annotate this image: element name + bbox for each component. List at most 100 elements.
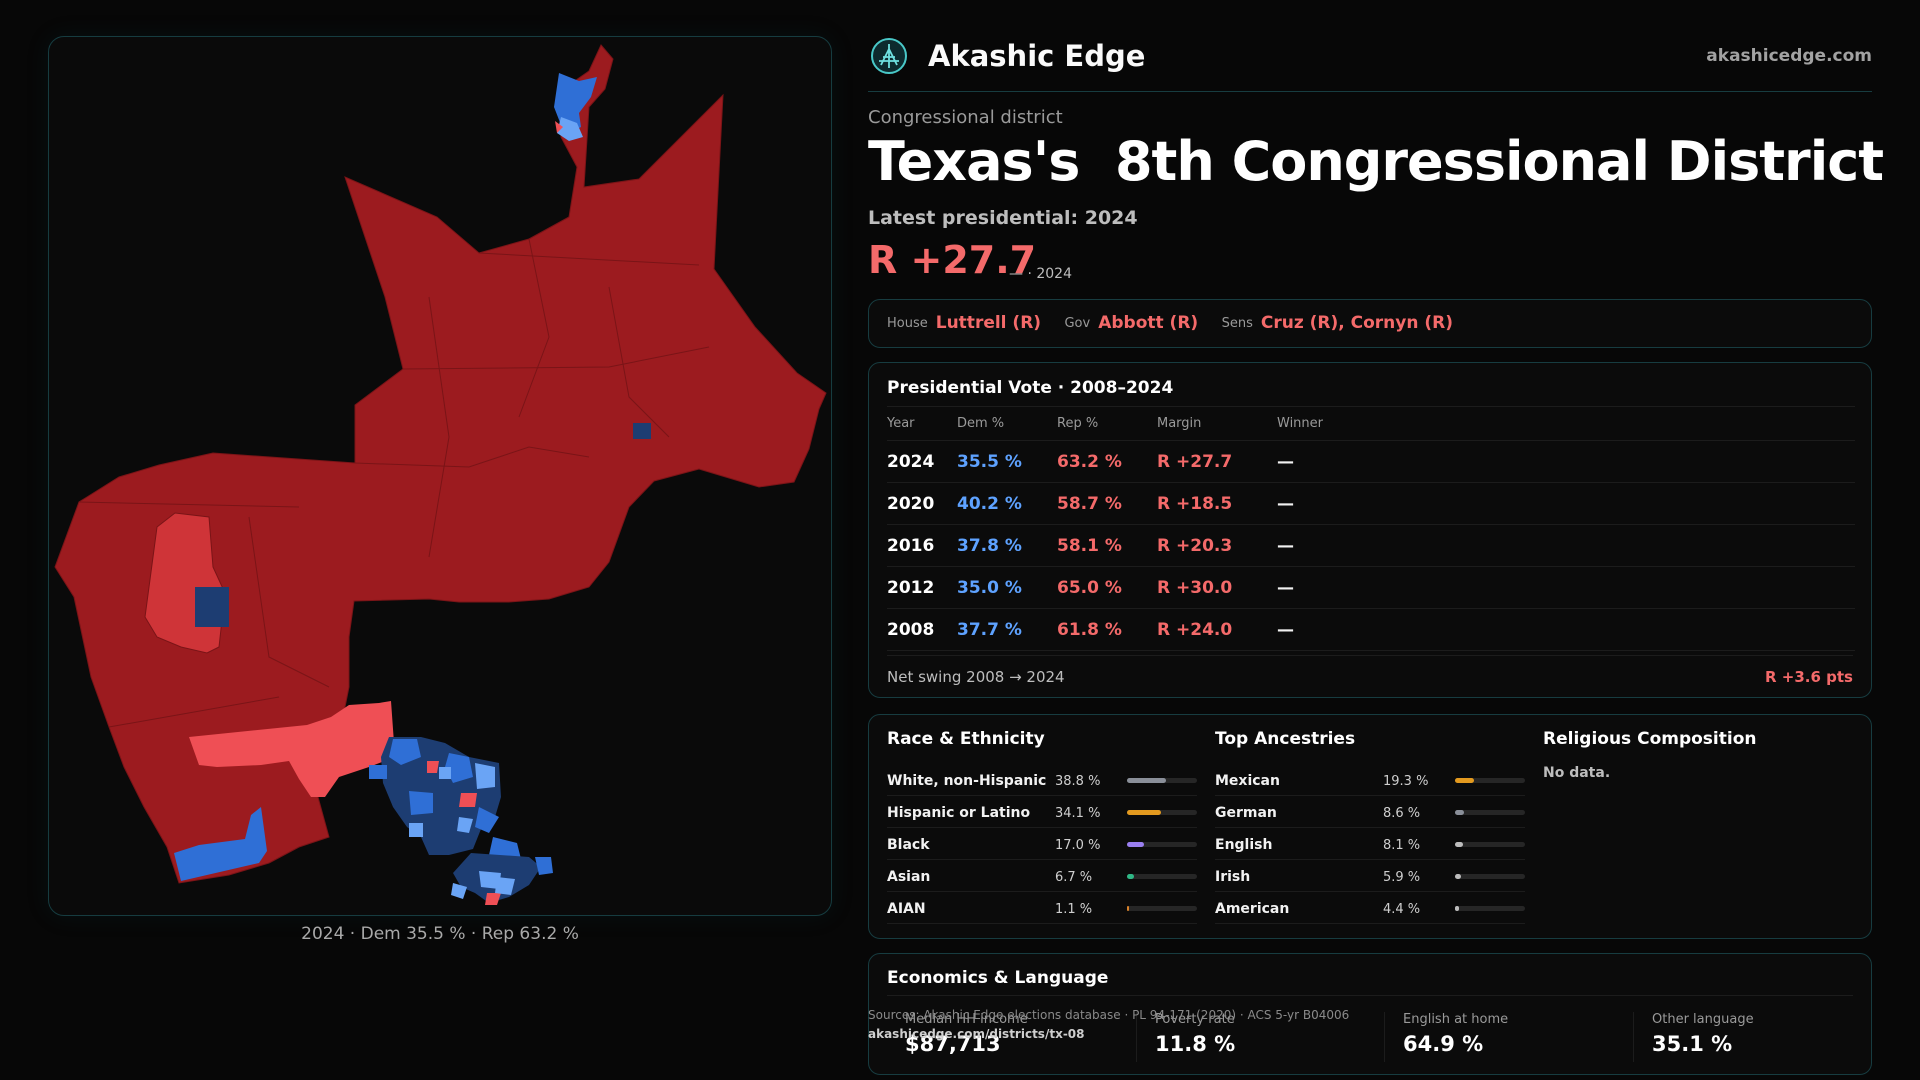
table-row[interactable]: 2012 35.0 % 65.0 % R +30.0 —: [887, 566, 1855, 609]
item-bar-track: [1455, 810, 1525, 815]
table-row[interactable]: 2016 37.8 % 58.1 % R +20.3 —: [887, 524, 1855, 567]
cell-margin: R +30.0: [1157, 566, 1277, 609]
akashic-edge-logo-icon[interactable]: [870, 37, 908, 75]
column-header-margin: Margin: [1157, 406, 1277, 441]
sources-text: Sources: Akashic Edge elections database…: [868, 1008, 1350, 1022]
cell-margin: R +20.3: [1157, 524, 1277, 567]
list-item: American 4.4 %: [1215, 892, 1525, 924]
item-name: American: [1215, 901, 1290, 917]
cell-year: 2024: [887, 440, 957, 483]
item-percent: 8.6 %: [1383, 806, 1421, 821]
cell-year: 2020: [887, 482, 957, 525]
brand-name[interactable]: Akashic Edge: [928, 39, 1146, 73]
item-bar-fill: [1455, 906, 1459, 911]
table-row[interactable]: 2008 37.7 % 61.8 % R +24.0 —: [887, 608, 1855, 651]
cell-dem: 37.7 %: [957, 608, 1057, 651]
presidential-vote-card: Presidential Vote · 2008–2024 Year Dem %…: [868, 362, 1872, 698]
stat-label: English at home: [1403, 1012, 1509, 1027]
officials-row: House Luttrell (R) Gov Abbott (R) Sens Cruz…: [887, 313, 1471, 333]
item-bar-track: [1127, 810, 1197, 815]
list-item: White, non-Hispanic 38.8 %: [887, 764, 1197, 796]
list-item: Black 17.0 %: [887, 828, 1197, 860]
item-name: AIAN: [887, 901, 926, 917]
table-row[interactable]: 2020 40.2 % 58.7 % R +18.5 —: [887, 482, 1855, 525]
map-region-light-dem-north: [557, 117, 583, 141]
district-map[interactable]: [48, 36, 832, 916]
item-name: Hispanic or Latino: [887, 805, 1031, 821]
stat-value: 35.1 %: [1652, 1032, 1733, 1056]
religion-no-data: No data.: [1543, 765, 1611, 781]
top-ancestries-title: Top Ancestries: [1215, 729, 1356, 749]
map-region-dem-southwest: [174, 807, 267, 881]
item-percent: 17.0 %: [1055, 838, 1101, 853]
district-map-svg: [54, 44, 827, 905]
cell-year: 2012: [887, 566, 957, 609]
list-item: Irish 5.9 %: [1215, 860, 1525, 892]
district-url[interactable]: akashicedge.com/districts/tx-08: [868, 1027, 1085, 1041]
item-percent: 4.4 %: [1383, 902, 1421, 917]
house-label: House: [887, 316, 928, 331]
map-region-tilt-rep: [189, 701, 395, 797]
cell-winner: —: [1277, 482, 1855, 525]
district-kicker: Congressional district: [868, 107, 1063, 128]
house-representative[interactable]: Luttrell (R): [935, 313, 1042, 333]
map-region-tilt-rep-north: [555, 121, 563, 133]
net-swing-row: Net swing 2008 → 2024 R +3.6 pts: [887, 655, 1853, 686]
cell-margin: R +24.0: [1157, 608, 1277, 651]
stat-label: Other language: [1652, 1012, 1754, 1027]
stat-value: 64.9 %: [1403, 1032, 1484, 1056]
item-bar-fill: [1455, 778, 1474, 783]
item-percent: 19.3 %: [1383, 774, 1429, 789]
item-bar-track: [1455, 906, 1525, 911]
stat-median-income: Median HH income $87,713: [887, 1012, 1028, 1062]
item-bar-track: [1127, 874, 1197, 879]
map-region-dark-dem-small: [633, 423, 651, 439]
item-percent: 5.9 %: [1383, 870, 1421, 885]
cell-rep: 61.8 %: [1057, 608, 1157, 651]
item-bar-fill: [1455, 810, 1464, 815]
item-name: Black: [887, 837, 930, 853]
table-header-row: Year Dem % Rep % Margin Winner: [887, 406, 1855, 441]
map-region-dem-north: [554, 73, 597, 133]
cell-margin: R +27.7: [1157, 440, 1277, 483]
item-bar-fill: [1127, 810, 1161, 815]
item-bar-fill: [1127, 906, 1129, 911]
governor[interactable]: Abbott (R): [1098, 313, 1199, 333]
item-bar-track: [1455, 874, 1525, 879]
column-header-winner: Winner: [1277, 406, 1855, 441]
list-item: Mexican 19.3 %: [1215, 764, 1525, 796]
governor-label: Gov: [1064, 316, 1091, 331]
item-name: Mexican: [1215, 773, 1280, 789]
table-row[interactable]: 2024 35.5 % 63.2 % R +27.7 —: [887, 440, 1855, 483]
cell-dem: 40.2 %: [957, 482, 1057, 525]
map-caption: 2024 · Dem 35.5 % · Rep 63.2 %: [301, 924, 579, 944]
latest-margin: R +27.7: [868, 238, 1037, 282]
item-bar-track: [1127, 842, 1197, 847]
item-percent: 1.1 %: [1055, 902, 1093, 917]
senators[interactable]: Cruz (R), Cornyn (R): [1260, 313, 1454, 333]
site-domain[interactable]: akashicedge.com: [1706, 46, 1872, 66]
item-bar-fill: [1455, 842, 1463, 847]
item-bar-track: [1127, 906, 1197, 911]
cell-winner: —: [1277, 608, 1855, 651]
presidential-vote-table: Year Dem % Rep % Margin Winner 2024 35.5…: [887, 406, 1855, 651]
list-item: AIAN 1.1 %: [887, 892, 1197, 924]
cell-winner: —: [1277, 440, 1855, 483]
stat-label: Poverty rate: [1155, 1012, 1235, 1027]
item-bar-track: [1455, 778, 1525, 783]
map-region-dark-dem-block: [195, 587, 229, 627]
religious-composition-title: Religious Composition: [1543, 729, 1757, 749]
stat-poverty-rate: Poverty rate 11.8 %: [1136, 1012, 1235, 1062]
cell-rep: 65.0 %: [1057, 566, 1157, 609]
cell-winner: —: [1277, 566, 1855, 609]
column-header-rep: Rep %: [1057, 406, 1157, 441]
demographics-card: Race & Ethnicity Top Ancestries Religiou…: [868, 714, 1872, 939]
item-name: German: [1215, 805, 1277, 821]
map-county-lines: [78, 238, 710, 728]
item-bar-fill: [1127, 874, 1134, 879]
stat-label: Median HH income: [905, 1012, 1028, 1027]
column-header-dem: Dem %: [957, 406, 1057, 441]
list-item: English 8.1 %: [1215, 828, 1525, 860]
item-name: Asian: [887, 869, 931, 885]
